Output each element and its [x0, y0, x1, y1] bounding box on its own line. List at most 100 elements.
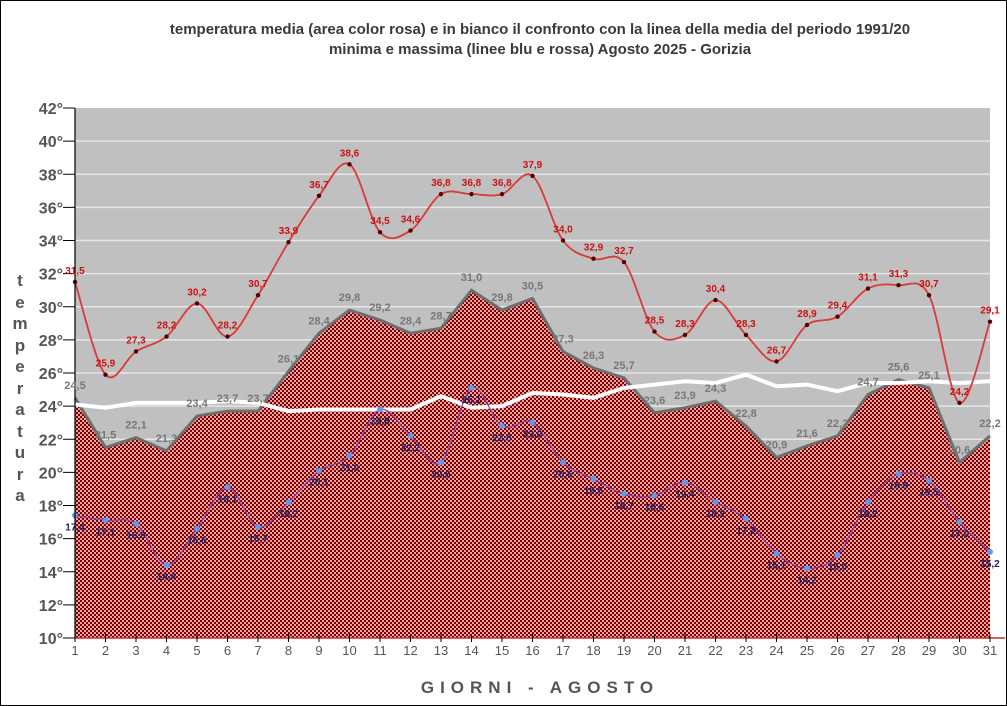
chart-subtitle: minima e massima (linee blu e rossa) Ago…: [328, 41, 752, 58]
max-point: [255, 292, 261, 298]
min-point: [255, 524, 261, 531]
min-data-label: 18,2: [858, 509, 878, 520]
mean-data-label: 28,4: [400, 315, 422, 327]
min-point: [743, 515, 749, 522]
max-data-label: 31,5: [65, 266, 85, 277]
max-data-label: 31,3: [889, 269, 909, 280]
x-axis-label: GIORNI - AGOSTO: [420, 678, 660, 697]
min-point: [102, 517, 109, 524]
min-point: [804, 565, 810, 572]
max-point: [896, 283, 901, 288]
mean-data-label: 23,9: [674, 390, 695, 402]
y-tick-label: 38°: [39, 167, 63, 184]
x-tick-label: 24: [769, 643, 783, 658]
min-point: [590, 476, 597, 482]
max-data-label: 29,4: [828, 301, 848, 312]
x-tick-label: 10: [342, 643, 356, 658]
mean-data-label: 23,6: [644, 395, 665, 407]
mean-data-label: 27,3: [552, 333, 573, 345]
mean-data-label: 31,0: [461, 272, 482, 284]
min-data-label: 17,0: [950, 529, 970, 540]
y-axis-label-letter: m: [12, 314, 28, 333]
min-data-label: 21,0: [340, 463, 360, 474]
max-data-label: 36,8: [431, 178, 451, 189]
max-point: [347, 162, 352, 167]
min-point: [895, 471, 902, 478]
min-point: [377, 406, 383, 413]
min-point: [468, 384, 475, 391]
min-data-label: 23,8: [370, 416, 390, 427]
y-axis-label-letter: p: [14, 335, 26, 355]
max-data-label: 28,3: [736, 319, 756, 330]
mean-data-label: 24,5: [64, 380, 85, 392]
mean-data-label: 29,8: [491, 292, 512, 304]
max-point: [682, 332, 688, 338]
max-point: [591, 256, 596, 261]
min-data-label: 15,1: [767, 561, 787, 572]
chart-title: temperatura media (area color rosa) e in…: [100, 20, 980, 60]
max-point: [865, 286, 871, 291]
min-series: [72, 384, 993, 572]
mean-data-label: 26,1: [278, 353, 299, 365]
y-tick-label: 26°: [39, 366, 63, 383]
y-axis-label-letter: a: [15, 400, 25, 419]
min-data-label: 15,0: [828, 562, 848, 573]
y-axis-label-letter: a: [15, 486, 25, 505]
y-tick-label: 12°: [39, 598, 63, 615]
y-axis-label-letter: e: [15, 357, 25, 376]
mean-data-label: 21,6: [796, 428, 817, 440]
min-data-label: 17,2: [736, 526, 756, 537]
x-tick-label: 14: [464, 643, 478, 658]
min-point: [407, 432, 414, 439]
min-data-label: 15,2: [980, 559, 1000, 570]
max-point: [469, 191, 474, 197]
x-tick-label: 7: [254, 643, 261, 658]
mean-data-label: 24,7: [857, 377, 878, 389]
max-point: [804, 322, 810, 328]
y-tick-label: 28°: [39, 333, 63, 350]
max-point: [316, 193, 322, 198]
max-data-label: 34,5: [370, 216, 390, 227]
x-tick-label: 1: [71, 643, 78, 658]
y-tick-label: 34°: [39, 234, 63, 251]
mean-data-label: 23,7: [247, 393, 268, 405]
max-point: [987, 319, 993, 324]
min-data-label: 18,6: [645, 503, 665, 514]
x-tick-label: 18: [586, 643, 600, 658]
min-point: [316, 467, 322, 474]
mean-data-label: 22,2: [979, 418, 1000, 430]
max-data-label: 28,3: [675, 319, 695, 330]
min-data-label: 19,6: [584, 486, 604, 497]
y-tick-label: 14°: [39, 565, 63, 582]
mean-data-label: 29,8: [339, 292, 360, 304]
mean-area: [73, 288, 991, 638]
x-tick-label: 31: [983, 643, 997, 658]
min-data-label: 22,2: [401, 443, 421, 454]
y-tick-label: 18°: [39, 499, 63, 516]
max-point: [133, 349, 139, 354]
x-tick-label: 9: [315, 643, 322, 658]
min-point: [712, 499, 719, 506]
max-point: [621, 259, 627, 265]
max-data-label: 36,8: [492, 178, 512, 189]
x-tick-label: 20: [647, 643, 661, 658]
y-tick-label: 24°: [39, 399, 63, 416]
y-axis-label-letter: u: [14, 443, 26, 462]
max-point: [835, 314, 840, 319]
mean-data-label: 22,2: [827, 418, 848, 430]
min-point: [163, 562, 170, 569]
min-point: [987, 548, 993, 555]
mean-area-outline: [73, 288, 991, 465]
y-axis-label-letter: e: [15, 292, 25, 312]
y-tick-label: 20°: [39, 465, 63, 482]
max-point: [652, 329, 657, 334]
min-point: [956, 519, 963, 526]
max-point: [225, 334, 230, 339]
x-tick-label: 2: [102, 643, 109, 658]
max-data-label: 36,8: [462, 178, 482, 189]
min-data-label: 18,2: [706, 509, 726, 520]
max-data-label: 34,6: [401, 215, 421, 226]
min-data-label: 18,7: [614, 501, 634, 512]
min-data-label: 14,2: [797, 575, 817, 586]
y-tick-label: 30°: [39, 300, 63, 317]
